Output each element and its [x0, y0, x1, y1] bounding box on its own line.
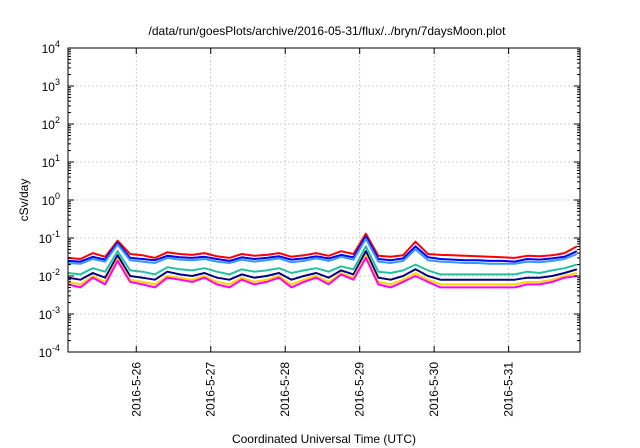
y-tick-exponent: 2 — [55, 115, 60, 125]
grid-lines — [68, 48, 580, 352]
x-axis-label: Coordinated Universal Time (UTC) — [232, 432, 416, 446]
y-tick-exponent: -4 — [52, 343, 60, 353]
y-tick-label: 103 — [42, 77, 60, 94]
y-tick-exponent: -1 — [52, 229, 60, 239]
y-tick-base: 10 — [42, 42, 56, 56]
y-tick-exponent: 4 — [55, 39, 60, 49]
y-tick-exponent: 1 — [55, 153, 60, 163]
y-tick-label: 101 — [42, 153, 60, 170]
y-tick-base: 10 — [39, 308, 53, 322]
x-tick-label: 2016-5-31 — [502, 362, 516, 417]
y-tick-label: 100 — [42, 191, 60, 208]
y-tick-exponent: -2 — [52, 267, 60, 277]
y-tick-exponent: 0 — [55, 191, 60, 201]
y-axis-label: cSv/day — [17, 179, 31, 222]
y-tick-base: 10 — [39, 270, 53, 284]
y-tick-label: 10-1 — [39, 229, 60, 246]
y-tick-label: 10-2 — [39, 267, 60, 284]
y-tick-label: 102 — [42, 115, 60, 132]
y-tick-label: 10-4 — [39, 343, 60, 360]
x-axis-ticks: 2016-5-26 2016-5-27 2016-5-28 2016-5-29 2016… — [129, 48, 516, 417]
x-tick-label: 2016-5-30 — [427, 362, 441, 417]
y-tick-base: 10 — [42, 156, 56, 170]
series-line — [67, 245, 578, 276]
x-tick-label: 2016-5-28 — [278, 362, 292, 417]
x-tick-label: 2016-5-26 — [129, 362, 143, 417]
x-tick-label: 2016-5-29 — [353, 362, 367, 417]
y-tick-label: 104 — [42, 39, 60, 56]
chart-title: /data/run/goesPlots/archive/2016-05-31/f… — [149, 24, 507, 38]
series-line — [67, 256, 578, 289]
y-tick-base: 10 — [39, 346, 53, 360]
y-tick-base: 10 — [42, 118, 56, 132]
y-tick-exponent: 3 — [55, 77, 60, 87]
x-tick-label: 2016-5-27 — [204, 362, 218, 417]
y-tick-base: 10 — [42, 194, 56, 208]
series-line — [67, 232, 578, 260]
series-line — [67, 250, 578, 281]
series-line — [67, 254, 578, 286]
series-lines — [67, 232, 578, 289]
y-tick-base: 10 — [39, 232, 53, 246]
y-tick-base: 10 — [42, 80, 56, 94]
y-tick-exponent: -3 — [52, 305, 60, 315]
y-tick-label: 10-3 — [39, 305, 60, 322]
series-line — [67, 237, 578, 265]
series-line — [67, 235, 578, 263]
